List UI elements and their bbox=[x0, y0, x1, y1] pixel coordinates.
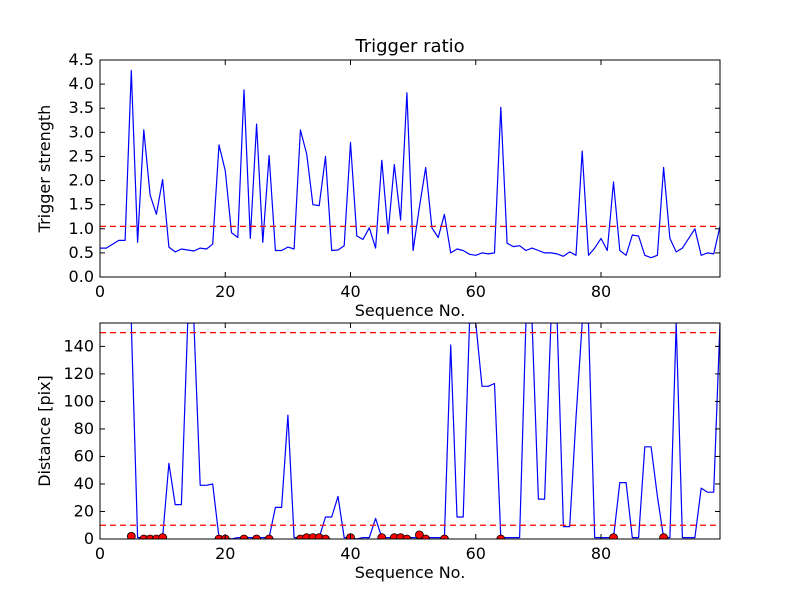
x-tick-label: 40 bbox=[340, 282, 360, 301]
y-tick-label: 140 bbox=[63, 336, 94, 355]
y-tick-label: 3.5 bbox=[69, 98, 94, 117]
x-tick-label: 0 bbox=[95, 544, 105, 563]
y-tick-label: 60 bbox=[74, 446, 94, 465]
y-tick-label: 2.5 bbox=[69, 146, 94, 165]
x-axis-label: Sequence No. bbox=[355, 563, 466, 582]
y-axis-label: Trigger strength bbox=[35, 105, 54, 234]
series-line bbox=[100, 70, 720, 259]
data-point bbox=[239, 534, 249, 539]
plot-frame bbox=[99, 322, 721, 540]
y-tick-label: 80 bbox=[74, 419, 94, 438]
data-point bbox=[158, 533, 168, 539]
y-tick-label: 3.0 bbox=[69, 122, 94, 141]
y-tick-label: 0.0 bbox=[69, 267, 94, 286]
data-point bbox=[126, 531, 136, 539]
data-point bbox=[659, 533, 669, 539]
data-point bbox=[440, 534, 449, 539]
data-point bbox=[252, 534, 261, 539]
y-tick-label: 1.0 bbox=[69, 219, 94, 238]
chart-title: Trigger ratio bbox=[354, 36, 464, 57]
data-point bbox=[402, 534, 412, 539]
data-point bbox=[377, 533, 387, 539]
y-axis-label: Distance [pix] bbox=[35, 375, 54, 487]
y-tick-label: 4.5 bbox=[69, 50, 94, 69]
data-point bbox=[496, 534, 506, 539]
y-tick-label: 120 bbox=[63, 364, 94, 383]
plot-area bbox=[100, 70, 720, 259]
bottom-chart-panel: 0 20 40 60 80 0 20 40 60 80 100 120 140 Sequence No. D… bbox=[35, 322, 721, 582]
y-tick-label: 1.5 bbox=[69, 195, 94, 214]
x-tick-label: 20 bbox=[215, 282, 235, 301]
top-chart-panel: 0 20 40 60 80 0.0 0.5 1.0 1.5 2.0 2.5 3.0 3.5 4.0 4.5 T… bbox=[35, 36, 721, 320]
x-tick-label: 60 bbox=[466, 282, 486, 301]
x-tick-label: 20 bbox=[215, 544, 235, 563]
y-tick-label: 40 bbox=[74, 474, 94, 493]
y-tick-label: 0 bbox=[84, 529, 94, 548]
y-tick-label: 4.0 bbox=[69, 74, 94, 93]
x-tick-label: 80 bbox=[591, 282, 611, 301]
x-tick-label: 40 bbox=[340, 544, 360, 563]
x-axis-label: Sequence No. bbox=[355, 301, 466, 320]
y-tick-label: 100 bbox=[63, 391, 94, 410]
y-tick-label: 2.0 bbox=[69, 171, 94, 190]
x-tick-label: 80 bbox=[591, 544, 611, 563]
data-point bbox=[421, 534, 431, 539]
x-tick-label: 0 bbox=[95, 282, 105, 301]
data-point bbox=[264, 534, 274, 539]
y-tick-label: 0.5 bbox=[69, 243, 94, 262]
y-tick-label: 20 bbox=[74, 501, 94, 520]
x-tick-label: 60 bbox=[466, 544, 486, 563]
data-point bbox=[609, 533, 618, 539]
data-point bbox=[321, 534, 330, 539]
plot-frame bbox=[99, 59, 721, 278]
